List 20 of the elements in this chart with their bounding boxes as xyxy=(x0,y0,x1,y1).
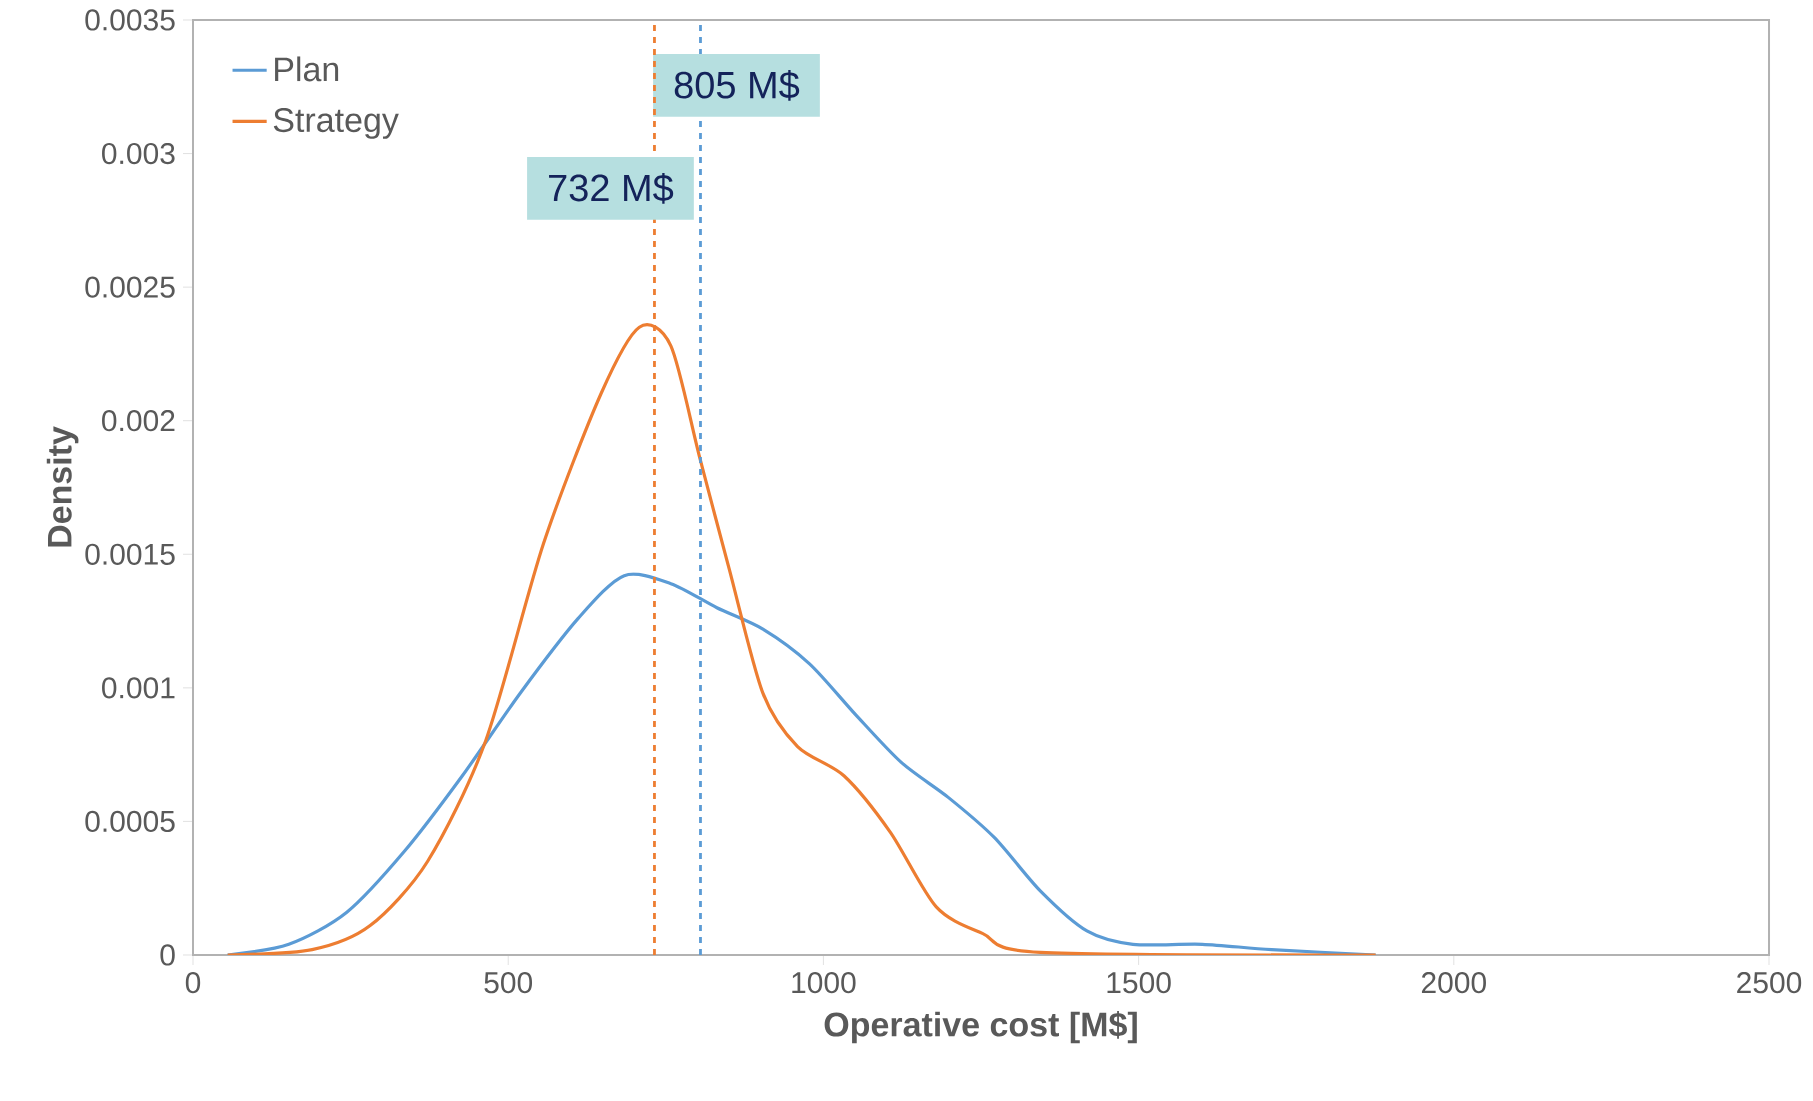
y-tick-label: 0.002 xyxy=(102,410,175,432)
x-tick-label: 0 xyxy=(185,972,201,994)
y-tick-label: 0 xyxy=(160,944,175,966)
legend-label: Plan xyxy=(275,56,339,82)
y-tick-label: 0.001 xyxy=(102,677,175,699)
x-tick-label: 1000 xyxy=(792,972,856,994)
x-tick-label: 2000 xyxy=(1421,972,1486,994)
y-tick-label: 0.003 xyxy=(102,142,175,165)
y-tick-label: 0.0035 xyxy=(85,9,175,31)
y-tick-label: 0.0025 xyxy=(85,276,175,298)
x-axis-title: Operative cost [M$] xyxy=(824,1011,1137,1044)
x-tick-label: 2500 xyxy=(1737,972,1802,994)
ref-line-label: 732 M$ xyxy=(549,172,674,204)
x-tick-label: 1500 xyxy=(1107,972,1171,994)
y-tick-label: 0.0015 xyxy=(85,543,175,565)
legend-label: Strategy xyxy=(273,108,399,139)
y-tick-label: 0.0005 xyxy=(85,810,175,833)
x-tick-label: 500 xyxy=(484,972,533,994)
y-axis-title: Density xyxy=(46,426,79,547)
ref-line-label: 805 M$ xyxy=(674,70,800,101)
